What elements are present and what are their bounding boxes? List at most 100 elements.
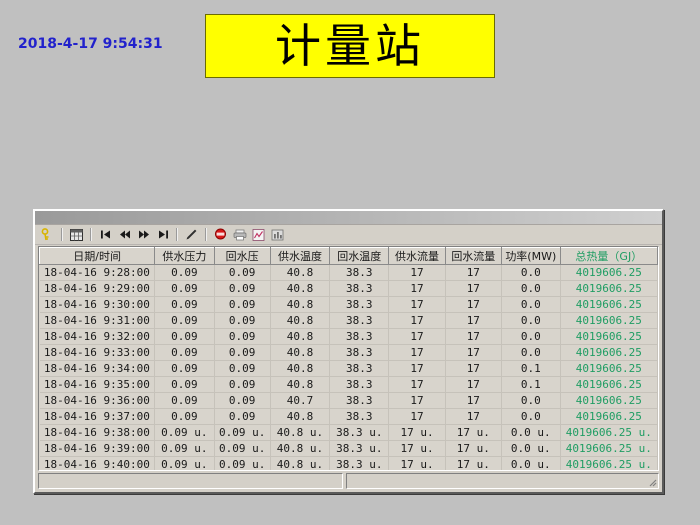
table-row[interactable]: 18-04-16 9:35:00 0.09 0.09 40.8 38.3 17 17 0.1 4… xyxy=(39,376,658,393)
table-cell: 18-04-16 9:38:00 xyxy=(39,424,156,441)
table-row[interactable]: 18-04-16 9:29:00 0.09 0.09 40.8 38.3 17 17 0.0 4… xyxy=(39,280,658,297)
table-cell: 0.09 xyxy=(214,344,271,361)
table-cell: 0.09 u. xyxy=(154,440,215,457)
table-cell: 0.0 xyxy=(501,408,561,425)
table-cell: 17 xyxy=(445,344,502,361)
data-grid-window: 日期/时间 供水压力 回水压 供水温度 回水温度 供水流量 回水流量 功率(MW… xyxy=(33,209,664,494)
page-header: 2018-4-17 9:54:31 计量站 xyxy=(0,0,700,96)
table-cell: 0.09 xyxy=(154,344,215,361)
table-cell: 17 xyxy=(388,264,446,281)
table-row[interactable]: 18-04-16 9:39:00 0.09 u. 0.09 u. 40.8 u. 38.… xyxy=(39,440,658,457)
table-cell: 0.09 xyxy=(154,376,215,393)
table-cell: 0.0 xyxy=(501,392,561,409)
table-cell: 0.09 xyxy=(154,360,215,377)
table-cell: 0.09 xyxy=(214,264,271,281)
table-row[interactable]: 18-04-16 9:34:00 0.09 0.09 40.8 38.3 17 17 0.1 4… xyxy=(39,360,658,377)
table-cell: 17 xyxy=(388,344,446,361)
edit-pencil-icon[interactable] xyxy=(183,227,200,243)
datetime-display: 2018-4-17 9:54:31 xyxy=(18,36,163,52)
measurement-table: 日期/时间 供水压力 回水压 供水温度 回水温度 供水流量 回水流量 功率(MW… xyxy=(39,247,658,470)
table-row[interactable]: 18-04-16 9:28:00 0.09 0.09 40.8 38.3 17 17 0.0 4… xyxy=(39,264,658,281)
table-row[interactable]: 18-04-16 9:30:00 0.09 0.09 40.8 38.3 17 17 0.0 4… xyxy=(39,296,658,313)
table-cell: 0.09 xyxy=(154,312,215,329)
table-cell: 18-04-16 9:30:00 xyxy=(39,296,156,313)
column-header-return-temperature[interactable]: 回水温度 xyxy=(329,247,390,265)
status-panel-right xyxy=(346,473,659,489)
grid-status-bar xyxy=(38,473,659,489)
table-cell: 0.09 xyxy=(214,296,271,313)
table-cell: 0.09 xyxy=(214,328,271,345)
table-cell: 0.0 xyxy=(501,280,561,297)
table-body: 18-04-16 9:28:00 0.09 0.09 40.8 38.3 17 17 0.0 4… xyxy=(39,264,658,470)
table-cell: 17 xyxy=(388,408,446,425)
table-cell: 4019606.25 xyxy=(560,328,658,345)
table-cell: 4019606.25 xyxy=(560,408,658,425)
table-cell: 40.8 xyxy=(270,376,331,393)
resize-grip-icon[interactable] xyxy=(646,476,657,487)
table-cell: 38.3 xyxy=(329,328,390,345)
stop-icon[interactable] xyxy=(212,227,229,243)
table-cell: 0.09 xyxy=(214,280,271,297)
table-cell: 0.0 u. xyxy=(501,456,561,470)
table-cell: 17 xyxy=(388,376,446,393)
table-row[interactable]: 18-04-16 9:31:00 0.09 0.09 40.8 38.3 17 17 0.0 4… xyxy=(39,312,658,329)
column-header-supply-flow[interactable]: 供水流量 xyxy=(388,247,446,265)
table-cell: 17 xyxy=(445,296,502,313)
table-cell: 17 xyxy=(388,296,446,313)
column-header-datetime[interactable]: 日期/时间 xyxy=(39,247,156,265)
data-grid-scroll-area[interactable]: 日期/时间 供水压力 回水压 供水温度 回水温度 供水流量 回水流量 功率(MW… xyxy=(38,246,659,471)
table-cell: 40.8 xyxy=(270,312,331,329)
table-cell: 38.3 xyxy=(329,280,390,297)
table-cell: 18-04-16 9:34:00 xyxy=(39,360,156,377)
toolbar-separator-3 xyxy=(176,228,178,241)
table-cell: 0.0 xyxy=(501,344,561,361)
table-cell: 17 xyxy=(445,328,502,345)
table-cell: 0.1 xyxy=(501,376,561,393)
next-record-icon[interactable] xyxy=(135,227,152,243)
grid-icon[interactable] xyxy=(68,227,85,243)
table-cell: 0.09 xyxy=(154,296,215,313)
column-header-total-heat[interactable]: 总热量（GJ） xyxy=(559,247,658,265)
column-header-power[interactable]: 功率(MW) xyxy=(500,247,561,265)
table-row[interactable]: 18-04-16 9:36:00 0.09 0.09 40.7 38.3 17 17 0.0 4… xyxy=(39,392,658,409)
table-cell: 18-04-16 9:32:00 xyxy=(39,328,156,345)
column-header-supply-temperature[interactable]: 供水温度 xyxy=(269,247,331,265)
table-cell: 0.09 u. xyxy=(214,440,271,457)
first-record-icon[interactable] xyxy=(97,227,114,243)
export-excel-icon[interactable] xyxy=(250,227,267,243)
toolbar-separator-1 xyxy=(61,228,63,241)
table-cell: 0.09 xyxy=(214,408,271,425)
table-cell: 17 u. xyxy=(445,424,502,441)
column-header-supply-pressure[interactable]: 供水压力 xyxy=(154,247,215,265)
table-cell: 40.8 u. xyxy=(270,424,331,441)
table-cell: 0.09 xyxy=(214,392,271,409)
table-row[interactable]: 18-04-16 9:33:00 0.09 0.09 40.8 38.3 17 17 0.0 4… xyxy=(39,344,658,361)
table-cell: 0.0 u. xyxy=(501,440,561,457)
table-row[interactable]: 18-04-16 9:32:00 0.09 0.09 40.8 38.3 17 17 0.0 4… xyxy=(39,328,658,345)
table-cell: 0.09 xyxy=(214,360,271,377)
key-icon[interactable] xyxy=(39,227,56,243)
column-header-return-flow[interactable]: 回水流量 xyxy=(444,247,502,265)
table-cell: 4019606.25 xyxy=(560,392,658,409)
toolbar-separator-2 xyxy=(90,228,92,241)
print-icon[interactable] xyxy=(231,227,248,243)
table-cell: 38.3 xyxy=(329,360,390,377)
table-cell: 18-04-16 9:28:00 xyxy=(39,264,156,281)
table-row[interactable]: 18-04-16 9:40:00 0.09 u. 0.09 u. 40.8 u. 38.… xyxy=(39,456,658,470)
table-cell: 4019606.25 xyxy=(560,312,658,329)
table-cell: 4019606.25 u. xyxy=(560,424,658,441)
table-cell: 4019606.25 xyxy=(560,360,658,377)
prev-record-icon[interactable] xyxy=(116,227,133,243)
table-cell: 0.1 xyxy=(501,360,561,377)
table-cell: 38.3 xyxy=(329,312,390,329)
table-row[interactable]: 18-04-16 9:38:00 0.09 u. 0.09 u. 40.8 u. 38.… xyxy=(39,424,658,441)
column-header-return-pressure[interactable]: 回水压 xyxy=(213,247,271,265)
last-record-icon[interactable] xyxy=(154,227,171,243)
table-cell: 40.8 xyxy=(270,360,331,377)
chart-icon[interactable] xyxy=(269,227,286,243)
status-panel-left xyxy=(38,473,343,489)
table-cell: 0.09 xyxy=(214,312,271,329)
table-row[interactable]: 18-04-16 9:37:00 0.09 0.09 40.8 38.3 17 17 0.0 4… xyxy=(39,408,658,425)
table-cell: 4019606.25 xyxy=(560,264,658,281)
table-cell: 40.8 u. xyxy=(270,456,331,470)
